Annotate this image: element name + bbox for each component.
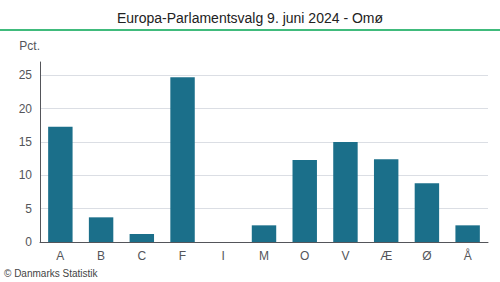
svg-text:Pct.: Pct.	[19, 39, 40, 53]
svg-text:5: 5	[25, 202, 32, 216]
svg-text:0: 0	[25, 235, 32, 249]
svg-text:20: 20	[19, 102, 33, 116]
svg-text:25: 25	[19, 68, 33, 82]
svg-text:Æ: Æ	[380, 249, 392, 263]
svg-text:B: B	[97, 249, 105, 263]
svg-text:C: C	[137, 249, 146, 263]
svg-text:M: M	[259, 249, 269, 263]
svg-text:O: O	[300, 249, 309, 263]
svg-text:15: 15	[19, 135, 33, 149]
svg-text:10: 10	[19, 168, 33, 182]
svg-text:V: V	[341, 249, 349, 263]
svg-text:© Danmarks Statistik: © Danmarks Statistik	[4, 268, 99, 279]
svg-text:I: I	[222, 249, 225, 263]
svg-text:F: F	[179, 249, 186, 263]
svg-text:Å: Å	[464, 248, 472, 263]
svg-text:Ø: Ø	[422, 249, 431, 263]
svg-text:A: A	[56, 249, 64, 263]
svg-text:Europa-Parlamentsvalg 9. juni: Europa-Parlamentsvalg 9. juni 2024 - Omø	[117, 10, 384, 26]
